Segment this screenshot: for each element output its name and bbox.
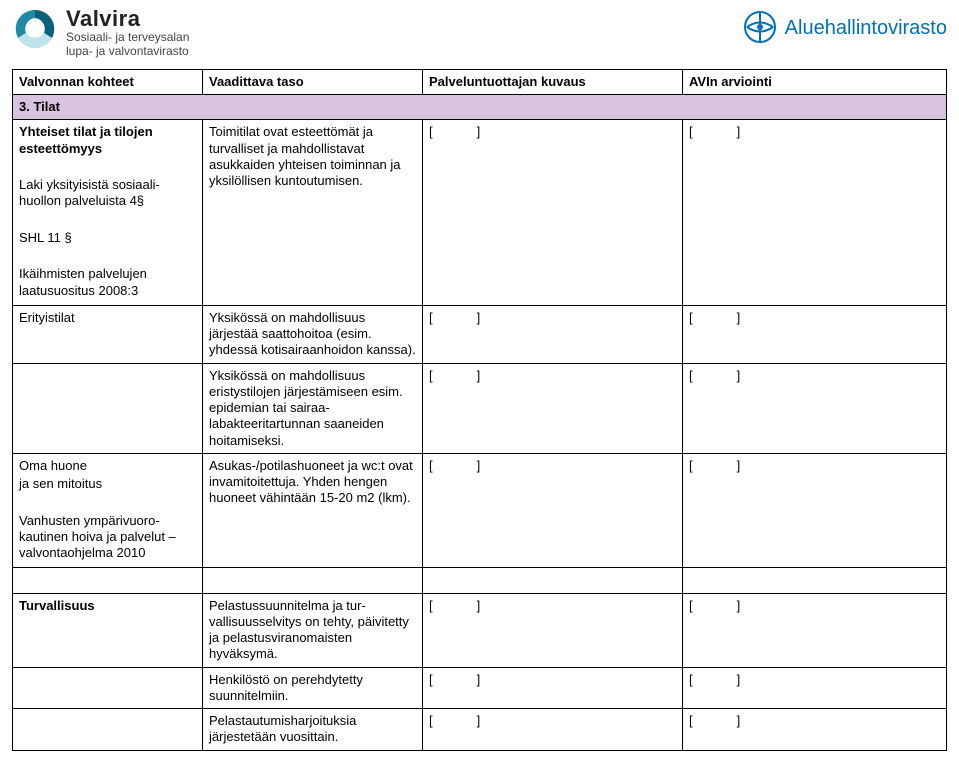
cell-taso: Pelastautumisharjoituksia järjestetään v…: [203, 709, 423, 751]
bracket-field[interactable]: []: [683, 593, 947, 667]
spacer-cell: [203, 568, 423, 593]
cell-taso: Yksikössä on mahdollisuus eristystilojen…: [203, 363, 423, 453]
spacer-cell: [683, 568, 947, 593]
table-body: 3. Tilat Yhteiset tilat ja tilojen estee…: [13, 95, 947, 751]
cell-taso: Pelastussuunnitelma ja tur­vallisuusselv…: [203, 593, 423, 667]
table-row: Oma huoneja sen mitoitus Vanhusten ympär…: [13, 453, 947, 568]
bracket-field[interactable]: []: [423, 453, 683, 568]
cell-taso: Toimitilat ovat esteettömät ja turvallis…: [203, 120, 423, 306]
cell-kohteet: [13, 363, 203, 453]
cell-kohteet: Erityistilat: [13, 305, 203, 363]
valvira-mark-icon: [12, 6, 58, 52]
spacer-cell: [13, 568, 203, 593]
col-header-taso: Vaadittava taso: [203, 69, 423, 94]
avi-mark-icon: [743, 10, 777, 47]
table-row: [13, 568, 947, 593]
cell-kohteet: [13, 667, 203, 709]
bracket-field[interactable]: []: [683, 120, 947, 306]
valvira-logo: Valvira Sosiaali- ja terveysalan lupa- j…: [12, 6, 189, 59]
table-row: Pelastautumisharjoituksia järjestetään v…: [13, 709, 947, 751]
cell-kohteet: Oma huoneja sen mitoitus Vanhusten ympär…: [13, 453, 203, 568]
header: Valvira Sosiaali- ja terveysalan lupa- j…: [12, 6, 947, 59]
table-row: Yksikössä on mahdollisuus eristystilojen…: [13, 363, 947, 453]
bracket-field[interactable]: []: [683, 305, 947, 363]
bracket-field[interactable]: []: [683, 453, 947, 568]
valvira-sub2: lupa- ja valvontavirasto: [66, 45, 189, 59]
avi-name: Aluehallintovirasto: [785, 17, 947, 40]
bracket-field[interactable]: []: [423, 667, 683, 709]
spacer-cell: [423, 568, 683, 593]
bracket-field[interactable]: []: [683, 363, 947, 453]
table-row: ErityistilatYksikössä on mahdollisuus jä…: [13, 305, 947, 363]
cell-kohteet: [13, 709, 203, 751]
bracket-field[interactable]: []: [423, 363, 683, 453]
cell-kohteet: Yhteiset tilat ja tilojen esteettömyys L…: [13, 120, 203, 306]
valvira-sub1: Sosiaali- ja terveysalan: [66, 31, 189, 45]
bracket-field[interactable]: []: [683, 709, 947, 751]
table-row: Henkilöstö on perehdytetty suunnitelmiin…: [13, 667, 947, 709]
table-header-row: Valvonnan kohteet Vaadittava taso Palvel…: [13, 69, 947, 94]
cell-taso: Yksikössä on mahdollisuus järjestää saat…: [203, 305, 423, 363]
supervision-table: Valvonnan kohteet Vaadittava taso Palvel…: [12, 69, 947, 751]
table-row: TurvallisuusPelastussuunnitelma ja tur­v…: [13, 593, 947, 667]
table-row: Yhteiset tilat ja tilojen esteettömyys L…: [13, 120, 947, 306]
bracket-field[interactable]: []: [683, 667, 947, 709]
cell-taso: Henkilöstö on perehdytetty suunnitelmiin…: [203, 667, 423, 709]
cell-kohteet: Turvallisuus: [13, 593, 203, 667]
col-header-kuvaus: Palveluntuottajan kuvaus: [423, 69, 683, 94]
col-header-arviointi: AVIn arviointi: [683, 69, 947, 94]
page: Valvira Sosiaali- ja terveysalan lupa- j…: [0, 0, 959, 763]
avi-logo: Aluehallintovirasto: [743, 10, 947, 47]
bracket-field[interactable]: []: [423, 593, 683, 667]
col-header-kohteet: Valvonnan kohteet: [13, 69, 203, 94]
bracket-field[interactable]: []: [423, 709, 683, 751]
section-title: 3. Tilat: [13, 95, 947, 120]
cell-taso: Asukas-/potilashuoneet ja wc:t ovat inva…: [203, 453, 423, 568]
section-row: 3. Tilat: [13, 95, 947, 120]
bracket-field[interactable]: []: [423, 120, 683, 306]
bracket-field[interactable]: []: [423, 305, 683, 363]
valvira-name: Valvira: [66, 6, 189, 31]
